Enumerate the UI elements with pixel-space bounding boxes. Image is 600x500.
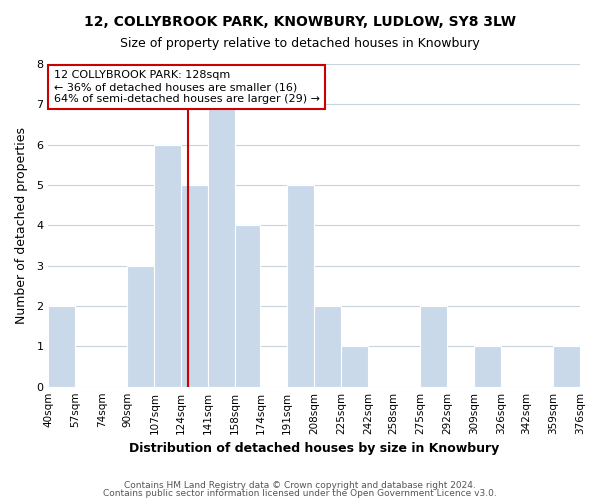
Y-axis label: Number of detached properties: Number of detached properties xyxy=(15,127,28,324)
Text: Contains public sector information licensed under the Open Government Licence v3: Contains public sector information licen… xyxy=(103,489,497,498)
Bar xyxy=(474,346,501,387)
Bar xyxy=(235,226,260,386)
Bar xyxy=(287,185,314,386)
Bar xyxy=(341,346,368,387)
Bar xyxy=(127,266,154,386)
Text: 12, COLLYBROOK PARK, KNOWBURY, LUDLOW, SY8 3LW: 12, COLLYBROOK PARK, KNOWBURY, LUDLOW, S… xyxy=(84,15,516,29)
Text: 12 COLLYBROOK PARK: 128sqm
← 36% of detached houses are smaller (16)
64% of semi: 12 COLLYBROOK PARK: 128sqm ← 36% of deta… xyxy=(53,70,320,104)
Text: Contains HM Land Registry data © Crown copyright and database right 2024.: Contains HM Land Registry data © Crown c… xyxy=(124,480,476,490)
Bar xyxy=(420,306,447,386)
Bar xyxy=(553,346,580,387)
X-axis label: Distribution of detached houses by size in Knowbury: Distribution of detached houses by size … xyxy=(129,442,499,455)
Text: Size of property relative to detached houses in Knowbury: Size of property relative to detached ho… xyxy=(120,38,480,51)
Bar xyxy=(314,306,341,386)
Bar xyxy=(49,306,75,386)
Bar xyxy=(154,144,181,386)
Bar xyxy=(208,104,235,386)
Bar xyxy=(181,185,208,386)
